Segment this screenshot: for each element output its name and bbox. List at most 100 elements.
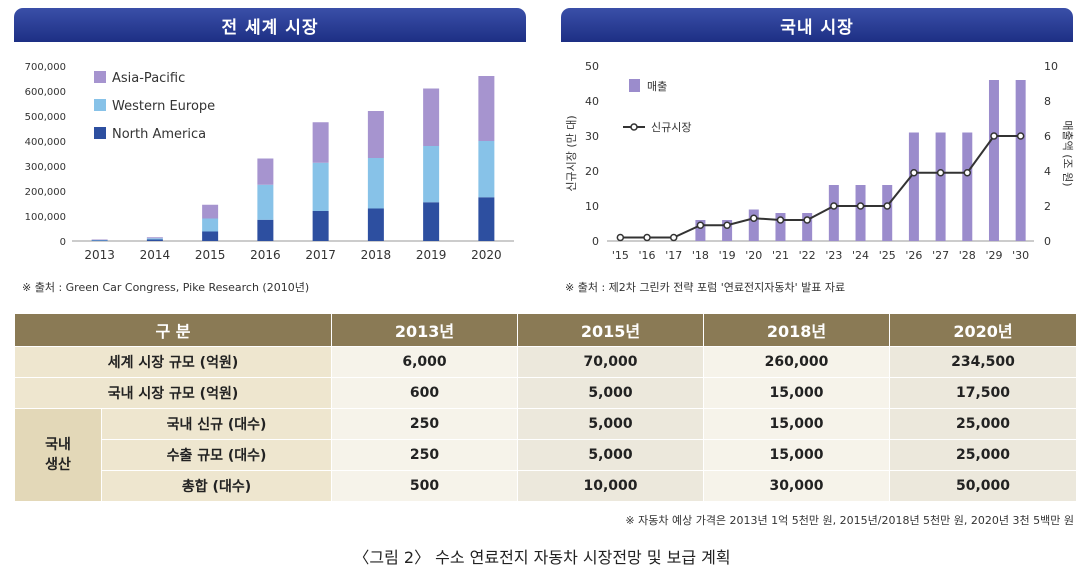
bar-segment bbox=[367, 208, 384, 241]
legend-swatch bbox=[94, 127, 106, 139]
table-cell: 5,000 bbox=[517, 439, 705, 471]
line-point bbox=[776, 216, 785, 224]
table-cell: 17,500 bbox=[889, 377, 1078, 409]
table-cell: 70,000 bbox=[517, 346, 705, 378]
group-label: 국내 생산 bbox=[14, 408, 102, 502]
bar-segment bbox=[257, 158, 274, 185]
table-header-year: 2015년 bbox=[517, 313, 705, 347]
row-label: 국내 신규 (대수) bbox=[100, 408, 333, 440]
y-right-tick-label: 6 bbox=[1044, 130, 1051, 143]
line-point bbox=[803, 216, 811, 224]
table-cell: 30,000 bbox=[703, 470, 891, 502]
bar-segment bbox=[257, 184, 274, 220]
legend-swatch bbox=[629, 79, 640, 92]
bar bbox=[882, 185, 893, 241]
line-point bbox=[616, 233, 625, 242]
line-point bbox=[856, 202, 865, 210]
legend-swatch bbox=[94, 99, 106, 111]
row-label: 세계 시장 규모 (억원) bbox=[13, 346, 333, 378]
bar bbox=[722, 220, 733, 241]
bar-segment bbox=[478, 141, 495, 198]
table-cell: 250 bbox=[331, 408, 519, 440]
line-point bbox=[696, 221, 705, 229]
x-tick-label: 2013 bbox=[84, 248, 115, 262]
y-tick-label: 300,000 bbox=[25, 162, 66, 173]
row-label: 국내 시장 규모 (억원) bbox=[13, 377, 333, 409]
y-right-tick-label: 8 bbox=[1044, 95, 1051, 108]
bar bbox=[695, 220, 706, 241]
bar bbox=[748, 209, 759, 241]
line-point bbox=[910, 169, 918, 177]
y-left-tick-label: 40 bbox=[585, 95, 599, 108]
table-cell: 260,000 bbox=[703, 346, 891, 378]
x-tick-label: 2014 bbox=[140, 248, 171, 262]
table-cell: 15,000 bbox=[703, 439, 891, 471]
x-tick-label: 2018 bbox=[361, 248, 392, 262]
domestic-market-source: ※ 출처 : 제2차 그린카 전략 포럼 '연료전지자동차' 발표 자료 bbox=[565, 281, 846, 294]
bar bbox=[988, 80, 999, 241]
table-cell: 5,000 bbox=[517, 377, 705, 409]
y-left-tick-label: 20 bbox=[585, 165, 599, 178]
table-header-row: 구 분 2013년 2015년 2018년 2020년 bbox=[13, 313, 1078, 347]
table-cell: 10,000 bbox=[517, 470, 705, 502]
y-left-tick-label: 50 bbox=[585, 60, 599, 73]
x-tick-label: 2016 bbox=[250, 248, 281, 262]
legend-marker bbox=[630, 123, 638, 131]
x-tick-label: '26 bbox=[905, 249, 922, 262]
bar-segment bbox=[91, 240, 108, 241]
bar-segment bbox=[478, 76, 495, 141]
line-series bbox=[620, 135, 1021, 239]
table-header-category: 구 분 bbox=[13, 313, 333, 347]
bar-segment bbox=[202, 218, 219, 232]
line-point bbox=[1016, 132, 1025, 140]
table-row: 총합 (대수) 500 10,000 30,000 50,000 bbox=[15, 470, 1078, 502]
group-label-line: 생산 bbox=[45, 457, 71, 473]
table-cell: 50,000 bbox=[889, 470, 1078, 502]
line-point bbox=[883, 202, 891, 210]
table-row: 세계 시장 규모 (억원) 6,000 70,000 260,000 234,5… bbox=[13, 346, 1078, 378]
bar-segment bbox=[91, 240, 108, 241]
bar-segment bbox=[91, 239, 108, 240]
world-market-source: ※ 출처 : Green Car Congress, Pike Research… bbox=[22, 281, 310, 294]
bar-segment bbox=[367, 158, 384, 209]
line-point bbox=[963, 169, 972, 177]
table-cell: 500 bbox=[331, 470, 519, 502]
x-tick-label: '15 bbox=[612, 249, 629, 262]
table-cell: 600 bbox=[331, 377, 519, 409]
row-label: 총합 (대수) bbox=[100, 470, 333, 502]
bar-segment bbox=[367, 111, 384, 158]
legend-label: Western Europe bbox=[112, 99, 215, 114]
figure-caption: 〈그림 2〉 수소 연료전지 자동차 시장전망 및 보급 계획 bbox=[353, 548, 731, 567]
bar-segment bbox=[423, 88, 440, 146]
domestic-market-chart: 0 10 20 30 40 50 0 2 4 6 8 10 신규시장 (만 대) 매출액 (조 원) '15… bbox=[565, 60, 1074, 262]
table-cell: 15,000 bbox=[703, 408, 891, 440]
bar-segment bbox=[146, 239, 163, 241]
legend-swatch bbox=[94, 71, 106, 83]
line-point bbox=[643, 233, 651, 242]
x-tick-label: '20 bbox=[745, 249, 762, 262]
bar bbox=[1015, 80, 1026, 241]
x-tick-label: '27 bbox=[932, 249, 949, 262]
line-point bbox=[669, 233, 678, 242]
legend-label: 신규시장 bbox=[651, 121, 691, 134]
x-tick-label: 2019 bbox=[416, 248, 447, 262]
table-row: 국내 시장 규모 (억원) 600 5,000 15,000 17,500 bbox=[13, 377, 1078, 409]
bar-segment bbox=[146, 237, 163, 239]
y-tick-label: 500,000 bbox=[25, 112, 66, 123]
bar-segment bbox=[202, 231, 219, 241]
bar-segment bbox=[423, 202, 440, 241]
group-label-line: 국내 bbox=[45, 437, 71, 453]
line-point bbox=[936, 169, 945, 177]
line-point bbox=[990, 132, 998, 140]
domestic-market-title: 국내 시장 bbox=[561, 8, 1073, 42]
legend-label: 매출 bbox=[647, 80, 667, 93]
table-cell: 25,000 bbox=[889, 408, 1078, 440]
y-left-tick-label: 10 bbox=[585, 200, 599, 213]
line-point bbox=[830, 202, 838, 210]
x-tick-label: '19 bbox=[719, 249, 736, 262]
x-tick-label: 2020 bbox=[471, 248, 502, 262]
world-market-title: 전 세계 시장 bbox=[14, 8, 526, 42]
x-tick-label: 2015 bbox=[195, 248, 226, 262]
y-tick-label: 200,000 bbox=[25, 187, 66, 198]
x-tick-label: '16 bbox=[639, 249, 656, 262]
